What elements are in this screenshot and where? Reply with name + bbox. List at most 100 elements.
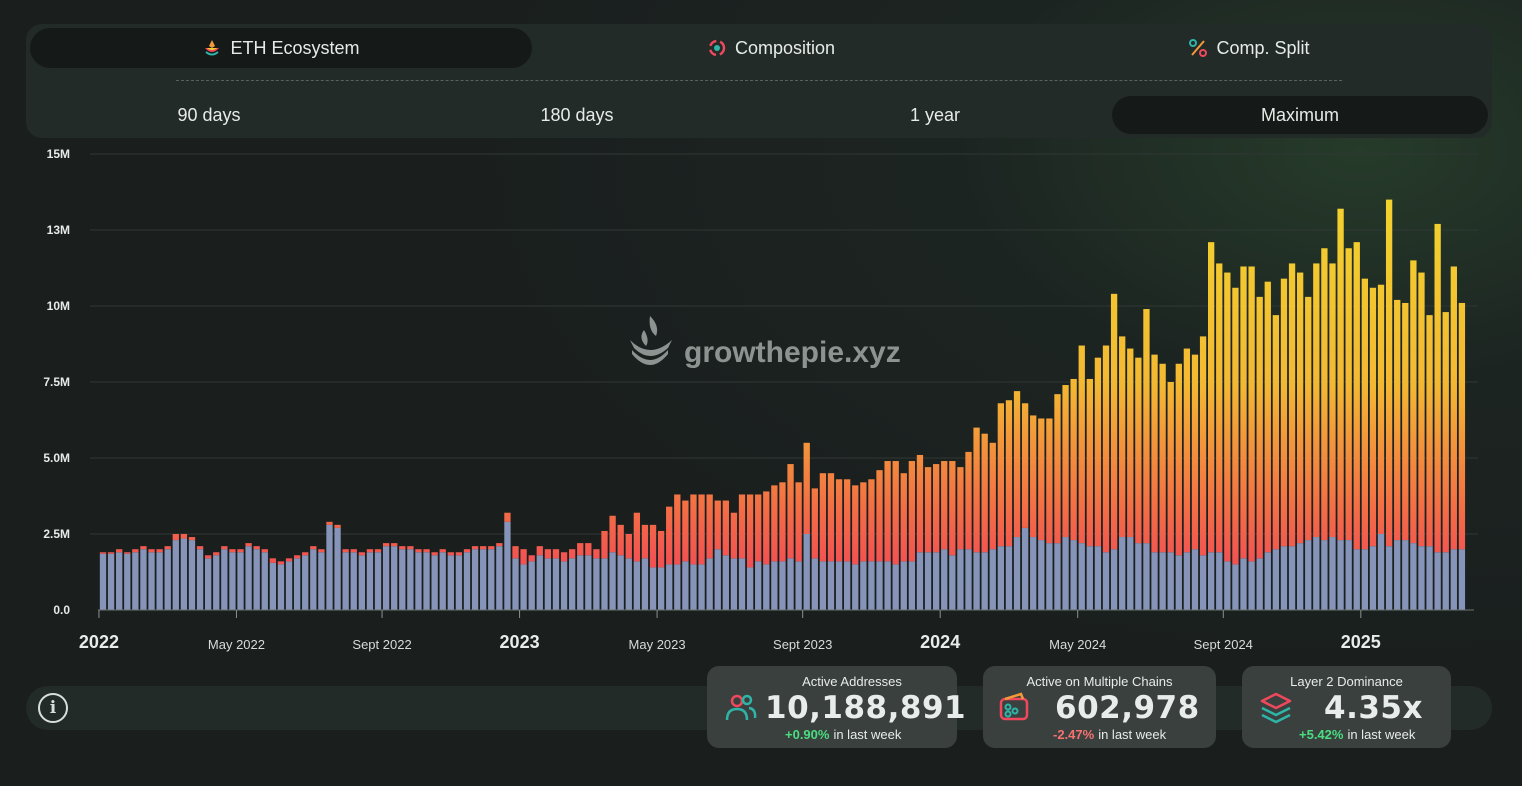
bar-segment-layer2 <box>560 552 568 562</box>
pie-logo-icon <box>630 316 672 365</box>
bar-segment-mainnet <box>1402 540 1409 610</box>
bar-segment-mainnet <box>730 558 738 610</box>
bar-segment-layer2 <box>488 546 495 550</box>
bar-segment-layer2 <box>1345 248 1352 541</box>
bar-segment-layer2 <box>463 549 471 553</box>
watermark-text: growthepie.xyz <box>684 336 901 369</box>
bar-segment-mainnet <box>124 553 131 610</box>
bar-segment-layer2 <box>204 555 212 559</box>
bar-segment-layer2 <box>1054 394 1061 544</box>
bar-segment-mainnet <box>957 549 964 610</box>
bar-segment-mainnet <box>852 564 859 610</box>
bar-segment-mainnet <box>488 549 495 610</box>
bar-segment-layer2 <box>1256 296 1263 559</box>
bar-segment-mainnet <box>1078 543 1085 610</box>
bar-segment-mainnet <box>1046 543 1053 610</box>
bar-segment-layer2 <box>1062 385 1069 538</box>
bar-segment-mainnet <box>196 549 204 610</box>
bar-segment-mainnet <box>900 561 907 610</box>
bar-segment-layer2 <box>1159 363 1166 553</box>
bar-segment-layer2 <box>431 552 438 556</box>
bar-segment-layer2 <box>334 524 341 528</box>
bar-segment-layer2 <box>148 549 155 553</box>
bar-segment-mainnet <box>552 558 560 610</box>
bar-segment-layer2 <box>973 427 980 553</box>
bar-segment-layer2 <box>1127 348 1134 538</box>
bar-segment-mainnet <box>932 552 940 610</box>
bar-segment-mainnet <box>471 549 479 610</box>
bar-segment-layer2 <box>1183 348 1191 553</box>
bar-segment-mainnet <box>1199 555 1207 610</box>
bar-segment-layer2 <box>1305 296 1312 541</box>
bar-segment-mainnet <box>269 562 277 610</box>
bar-segment-layer2 <box>811 488 818 559</box>
tab-eth-ecosystem[interactable]: ETH Ecosystem <box>30 28 532 68</box>
bar-segment-mainnet <box>1337 540 1344 610</box>
bar-segment-mainnet <box>1442 552 1449 610</box>
stat-change: -2.47% in last week <box>1053 727 1166 742</box>
bar-segment-mainnet <box>366 552 374 610</box>
bar-segment-mainnet <box>180 538 188 610</box>
bar-segment-layer2 <box>391 543 398 547</box>
stat-change-suffix: in last week <box>1098 727 1167 742</box>
tab-comp-split[interactable]: Comp. Split <box>1010 28 1488 68</box>
bar-segment-layer2 <box>407 546 414 550</box>
bar-segment-mainnet <box>1296 543 1304 610</box>
bar-segment-mainnet <box>682 561 689 610</box>
bar-segment-mainnet <box>1159 552 1166 610</box>
bar-segment-layer2 <box>415 549 422 553</box>
bar-segment-layer2 <box>1119 336 1126 538</box>
bar-segment-mainnet <box>1256 558 1263 610</box>
bar-segment-mainnet <box>1191 549 1199 610</box>
bar-segment-layer2 <box>277 561 285 565</box>
bar-segment-mainnet <box>1183 552 1191 610</box>
bar-segment-layer2 <box>1110 293 1118 550</box>
bar-segment-mainnet <box>415 552 422 610</box>
bar-segment-layer2 <box>997 403 1005 547</box>
range-90-days[interactable]: 90 days <box>177 104 241 125</box>
bar-segment-mainnet <box>860 561 867 610</box>
range-maximum[interactable]: Maximum <box>1112 96 1488 134</box>
bar-segment-mainnet <box>1062 537 1069 610</box>
bar-segment-mainnet <box>835 561 843 610</box>
bar-segment-mainnet <box>1377 534 1385 610</box>
info-icon[interactable]: i <box>38 693 68 723</box>
x-tick-label: 2023 <box>500 632 540 652</box>
bar-segment-layer2 <box>568 549 576 559</box>
bar-segment-layer2 <box>1167 382 1174 553</box>
bar-segment-layer2 <box>520 549 527 565</box>
multichain-wallet-icon <box>999 692 1029 721</box>
bar-segment-mainnet <box>374 552 382 610</box>
bar-segment-mainnet <box>399 549 406 610</box>
bar-segment-layer2 <box>1280 278 1288 547</box>
bar-segment-mainnet <box>1426 546 1433 610</box>
bar-segment-layer2 <box>504 512 511 522</box>
bar-segment-layer2 <box>803 442 810 534</box>
range-1-year[interactable]: 1 year <box>909 104 961 125</box>
bar-segment-mainnet <box>633 561 641 610</box>
bar-segment-layer2 <box>350 549 357 553</box>
bar-segment-layer2 <box>1038 418 1045 541</box>
bar-segment-layer2 <box>342 549 349 553</box>
bar-segment-layer2 <box>852 485 859 565</box>
bar-segment-mainnet <box>229 552 236 610</box>
bar-segment-layer2 <box>1353 242 1360 550</box>
bar-segment-mainnet <box>1394 540 1401 610</box>
bar-segment-mainnet <box>787 558 794 610</box>
bar-segment-mainnet <box>431 555 438 610</box>
range-180-days[interactable]: 180 days <box>540 104 614 125</box>
y-tick-label: 2.5M <box>43 527 70 541</box>
bar-segment-layer2 <box>164 546 171 550</box>
x-tick-label: May 2024 <box>1049 637 1106 652</box>
bar-segment-layer2 <box>1385 199 1393 547</box>
tab-composition[interactable]: Composition <box>532 28 1010 68</box>
bar-segment-layer2 <box>1377 284 1385 534</box>
bar-segment-mainnet <box>1094 546 1102 610</box>
bar-segment-layer2 <box>787 464 794 559</box>
bar-segment-mainnet <box>593 558 600 610</box>
bar-segment-layer2 <box>1402 302 1409 541</box>
bar-segment-mainnet <box>528 561 535 610</box>
bar-segment-mainnet <box>1361 549 1369 610</box>
bar-segment-layer2 <box>738 494 746 559</box>
bar-segment-layer2 <box>172 534 179 541</box>
